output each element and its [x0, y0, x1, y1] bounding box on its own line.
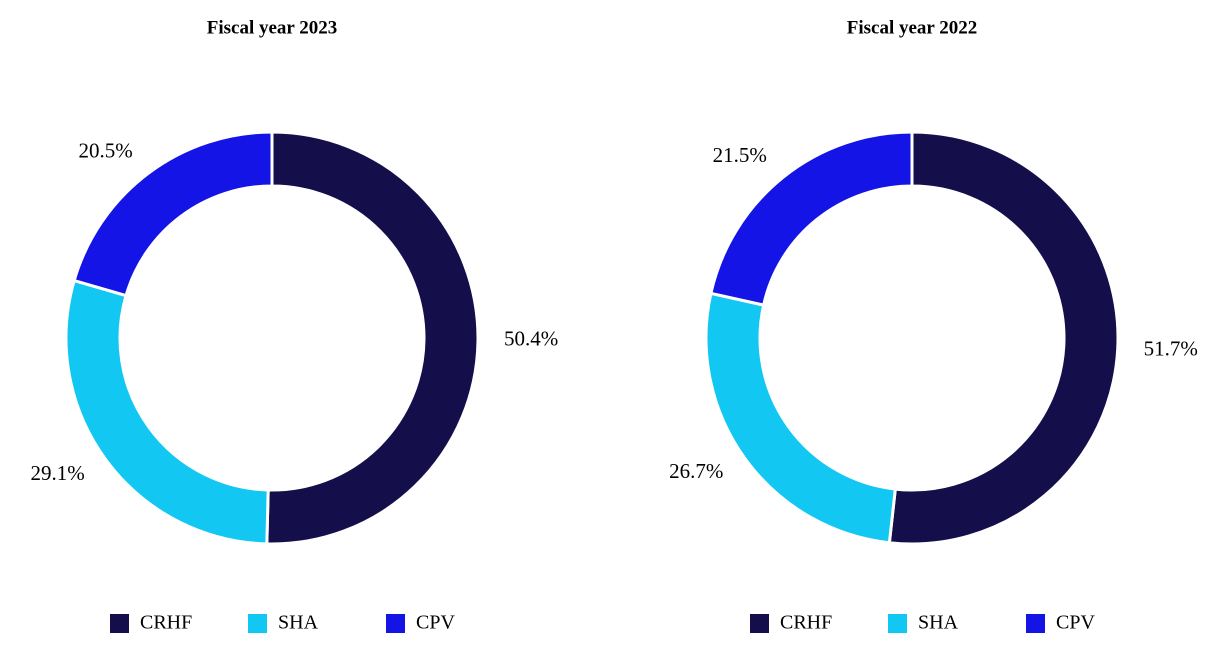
chart-title: Fiscal year 2023 — [207, 17, 338, 38]
data-label: 29.1% — [30, 461, 84, 485]
legend-swatch — [750, 614, 769, 633]
data-label: 26.7% — [669, 459, 723, 483]
data-label: 20.5% — [78, 138, 132, 162]
legend-swatch — [110, 614, 129, 633]
legend-swatch — [386, 614, 405, 633]
legend-label: CRHF — [780, 612, 832, 634]
legend-label: CPV — [416, 612, 455, 634]
donut-segment — [704, 291, 897, 545]
legend-swatch — [1026, 614, 1045, 633]
data-label: 51.7% — [1144, 337, 1198, 361]
legend-label: CPV — [1056, 612, 1095, 634]
legend-label: CRHF — [140, 612, 192, 634]
chart-title: Fiscal year 2022 — [847, 17, 978, 38]
donut-segment — [64, 278, 270, 546]
legend-swatch — [888, 614, 907, 633]
donut-segment — [709, 130, 914, 307]
legend-label: SHA — [918, 612, 959, 634]
legend-swatch — [248, 614, 267, 633]
donut-segment — [72, 130, 274, 298]
data-label: 50.4% — [504, 327, 558, 351]
donut-segment — [265, 130, 480, 546]
legend-label: SHA — [278, 612, 319, 634]
data-label: 21.5% — [713, 143, 767, 167]
donut-segment — [887, 130, 1120, 546]
